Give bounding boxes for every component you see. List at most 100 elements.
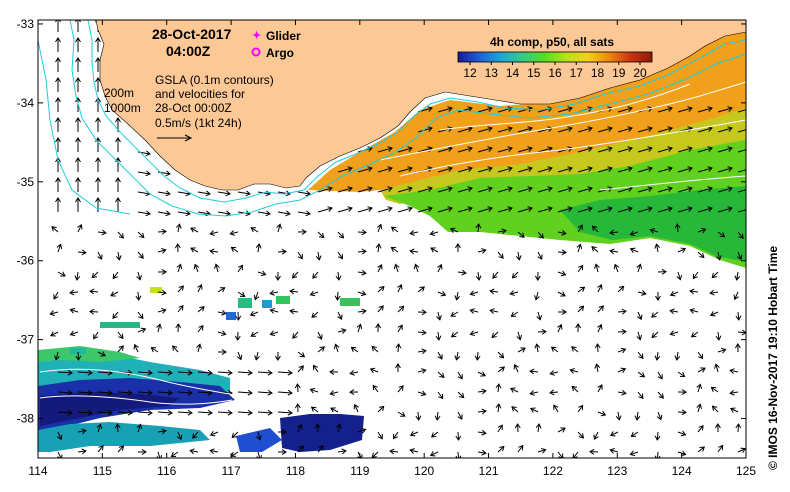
velocity-arrow — [217, 190, 231, 197]
velocity-arrow — [150, 347, 159, 353]
velocity-arrow — [375, 243, 382, 253]
velocity-arrow — [577, 264, 584, 273]
velocity-arrow — [429, 230, 439, 237]
velocity-arrow — [257, 210, 271, 217]
velocity-arrow — [717, 106, 733, 113]
velocity-arrow — [637, 351, 644, 360]
velocity-arrow — [597, 283, 603, 293]
velocity-arrow — [737, 129, 746, 133]
velocity-arrow — [95, 37, 101, 52]
velocity-arrow — [57, 271, 66, 277]
velocity-arrow — [74, 271, 81, 281]
velocity-arrow — [269, 330, 279, 337]
velocity-arrow — [317, 331, 323, 340]
velocity-arrow — [697, 367, 706, 373]
velocity-arrow — [677, 206, 693, 213]
velocity-arrow — [350, 346, 359, 353]
velocity-arrow — [89, 308, 99, 315]
sst-speck — [262, 300, 272, 308]
gsla-contour — [379, 81, 746, 161]
velocity-arrow — [577, 305, 585, 313]
velocity-arrow — [315, 251, 322, 261]
velocity-scale-label: 0.5m/s (1kt 24h) — [155, 116, 242, 130]
velocity-arrow — [617, 328, 627, 335]
velocity-arrow — [337, 328, 347, 334]
gsla-contour — [439, 83, 691, 131]
sst-speck — [238, 298, 252, 308]
colorbar-tick-label: 15 — [527, 66, 541, 80]
velocity-arrow — [475, 223, 482, 233]
velocity-arrow — [529, 368, 539, 375]
velocity-arrow — [711, 405, 719, 413]
gsla-contour — [599, 175, 746, 191]
velocity-arrow — [397, 166, 413, 173]
velocity-arrow — [117, 389, 133, 396]
velocity-arrow — [577, 404, 584, 413]
velocity-arrow — [430, 431, 439, 438]
velocity-arrow — [337, 206, 353, 213]
velocity-arrow — [377, 146, 393, 153]
velocity-arrow — [657, 268, 667, 275]
velocity-arrow — [95, 157, 101, 172]
velocity-arrow — [689, 308, 699, 314]
velocity-arrow — [137, 251, 144, 259]
velocity-arrow — [69, 307, 79, 314]
velocity-arrow — [497, 186, 513, 193]
velocity-arrow — [517, 444, 524, 453]
velocity-arrow — [157, 428, 167, 435]
velocity-arrow — [717, 347, 727, 354]
sst-west-green — [38, 346, 140, 362]
velocity-arrow — [357, 248, 367, 255]
velocity-arrow — [517, 126, 533, 133]
velocity-arrow — [636, 263, 643, 273]
velocity-arrow — [536, 311, 543, 321]
velocity-arrow — [534, 271, 541, 281]
velocity-arrow — [397, 411, 406, 417]
velocity-arrow — [157, 369, 173, 376]
velocity-arrow — [677, 186, 693, 193]
velocity-arrow — [137, 327, 147, 334]
velocity-arrow — [112, 311, 119, 319]
velocity-arrow — [537, 166, 553, 173]
velocity-arrow — [334, 291, 341, 301]
velocity-arrow — [617, 285, 625, 293]
velocity-arrow — [457, 371, 463, 380]
argo-label: Argo — [266, 46, 294, 60]
velocity-arrow — [55, 97, 61, 112]
colorbar-title: 4h comp, p50, all sats — [490, 35, 614, 49]
velocity-arrow — [491, 331, 499, 339]
velocity-arrow — [197, 324, 204, 333]
contour-1000m-west — [38, 39, 131, 215]
velocity-arrow — [177, 409, 193, 416]
velocity-arrow — [430, 247, 439, 253]
velocity-arrow — [477, 408, 487, 415]
x-tick-label: 115 — [93, 464, 112, 478]
velocity-arrow — [597, 206, 613, 213]
velocity-arrow — [717, 206, 733, 213]
velocity-arrow — [77, 448, 87, 455]
velocity-arrow — [674, 351, 681, 361]
velocity-arrow — [437, 371, 445, 379]
velocity-arrow — [577, 166, 593, 173]
gsla-contour — [39, 368, 241, 397]
velocity-arrow — [137, 389, 153, 396]
velocity-arrow — [477, 388, 487, 395]
velocity-arrow — [217, 330, 227, 337]
velocity-arrow — [697, 166, 713, 173]
velocity-arrow — [117, 409, 133, 416]
y-tick-label: -34 — [17, 96, 35, 110]
plot-frame — [37, 19, 747, 459]
velocity-arrow — [357, 206, 373, 213]
velocity-arrow — [509, 290, 519, 296]
sst-green-dark — [560, 186, 746, 262]
velocity-arrow — [157, 308, 167, 314]
y-tick-label: -37 — [17, 333, 35, 347]
velocity-arrow — [497, 424, 503, 433]
velocity-arrow — [437, 166, 453, 173]
velocity-arrow — [311, 311, 319, 318]
velocity-arrow — [617, 166, 633, 173]
velocity-arrow — [170, 451, 179, 458]
velocity-arrow — [317, 346, 326, 353]
velocity-arrow — [377, 305, 384, 313]
velocity-arrow — [50, 331, 59, 337]
